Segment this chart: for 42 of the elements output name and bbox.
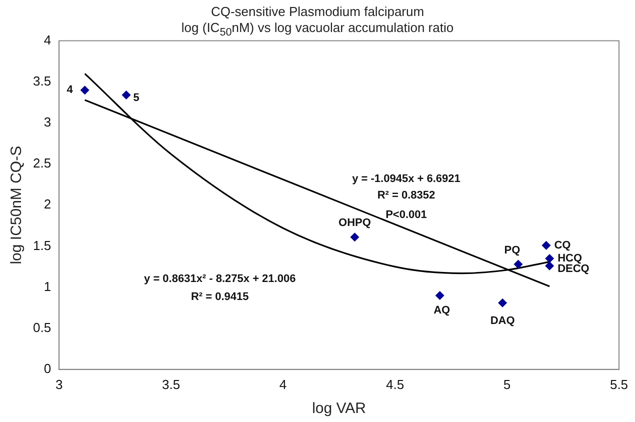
annotation: DAQ (490, 314, 516, 327)
point (122, 90, 131, 100)
x-tick-label: 3.5 (162, 376, 180, 392)
x-tick-label: 5 (503, 376, 511, 392)
chart-title: CQ-sensitive Plasmodium falciparum (210, 4, 426, 20)
y-axis-title: log IC50nM CQ-S (8, 146, 26, 264)
annotation: R² = 0.9415 (190, 291, 249, 304)
x-tick-label: 4.5 (386, 376, 404, 392)
point (545, 261, 554, 270)
annotation: 4 (66, 84, 74, 96)
annotation: R² = 0.8352 (377, 189, 436, 202)
y-tick-label: 3.5 (32, 73, 52, 88)
x-tick-label: 5.5 (610, 376, 628, 392)
point (435, 290, 444, 300)
point (514, 260, 523, 269)
point (542, 240, 551, 250)
annotation: 5 (133, 92, 140, 104)
annotation: AQ (434, 304, 451, 316)
y-tick-label: 0.5 (32, 320, 52, 335)
annotation: OHPQ (338, 217, 372, 230)
annotation: P<0.001 (386, 208, 427, 221)
y-tick-label: 1.5 (32, 238, 52, 253)
annotation: CQ (554, 239, 572, 252)
annotation: PQ (504, 244, 521, 256)
point (545, 254, 554, 263)
x-tick-label: 3 (55, 376, 63, 392)
y-tick-label: 3 (44, 114, 52, 130)
annotation: y = -1.0945x + 6.6921 (352, 172, 460, 185)
x-axis-title: log VAR (312, 400, 366, 418)
y-tick-label: 2 (44, 196, 52, 212)
point (80, 86, 90, 95)
x-tick-label: 4 (279, 376, 287, 392)
y-tick-label: 1 (44, 278, 52, 294)
annotation: DECQ (558, 262, 590, 275)
annotation: y = 0.8631x² - 8.275x + 21.006 (144, 273, 296, 286)
y-tick-label: 4 (44, 32, 52, 48)
point (498, 298, 508, 308)
chart-subtitle: log (IC$_{50}$nM) vs log vacuolar accumulation ratio (181, 20, 454, 39)
y-tick-label: 0 (44, 360, 52, 376)
point (350, 232, 360, 242)
annotation: HCQ (558, 252, 582, 265)
y-tick-label: 2.5 (32, 156, 52, 171)
